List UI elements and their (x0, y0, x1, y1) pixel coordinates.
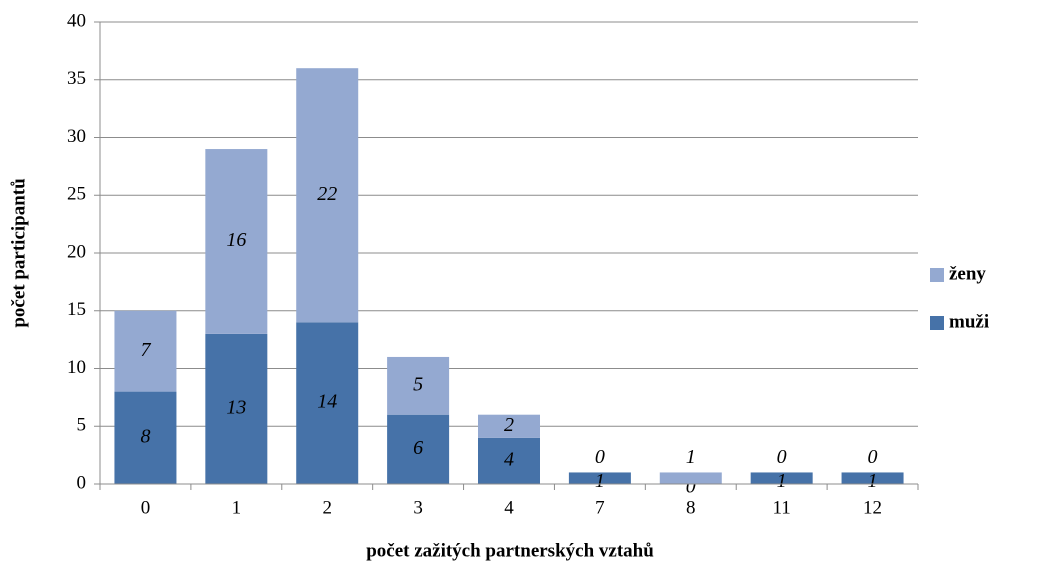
data-label: 0 (686, 476, 696, 498)
x-tick-label: 3 (413, 497, 423, 518)
x-tick-label: 11 (773, 497, 791, 518)
y-tick-label: 20 (67, 241, 86, 262)
data-label: 8 (140, 425, 150, 447)
y-axis-label: počet participantů (8, 178, 29, 328)
y-tick-label: 0 (77, 472, 87, 493)
data-label: 0 (595, 446, 605, 468)
bar-segment (478, 414, 540, 438)
data-label: 1 (777, 470, 787, 492)
data-label: 0 (868, 446, 878, 468)
y-tick-label: 15 (67, 299, 86, 320)
data-label: 5 (413, 373, 423, 395)
y-tick-label: 10 (67, 357, 86, 378)
x-tick-label: 4 (504, 497, 514, 518)
bar-segment (114, 391, 177, 484)
data-label: 0 (777, 446, 787, 468)
bar-segment (387, 356, 450, 415)
bar-segment (750, 472, 813, 484)
bar-segment (841, 472, 904, 484)
y-tick-label: 40 (67, 10, 86, 31)
data-label: 1 (868, 470, 878, 492)
data-label: 4 (504, 448, 514, 470)
x-tick-label: 2 (322, 497, 332, 518)
data-label: 1 (686, 446, 696, 468)
data-label: 7 (140, 339, 151, 361)
x-axis-label: počet zažitých partnerských vztahů (366, 540, 654, 561)
data-label: 1 (595, 470, 605, 492)
y-tick-label: 30 (67, 126, 86, 147)
legend-label: ženy (949, 263, 986, 284)
legend-swatch (930, 268, 944, 282)
bar-segment (387, 414, 450, 484)
bar-segment (205, 333, 268, 484)
x-tick-label: 1 (232, 497, 242, 518)
bar-segment (659, 472, 722, 484)
bar-segment (114, 310, 177, 392)
y-tick-label: 25 (67, 184, 86, 205)
data-label: 2 (504, 414, 514, 436)
legend-swatch (930, 316, 944, 330)
data-label: 14 (317, 391, 337, 413)
bar-segment (296, 68, 359, 323)
data-label: 6 (413, 437, 423, 459)
data-label: 13 (226, 397, 246, 419)
x-tick-label: 12 (863, 497, 882, 518)
bar-segment (296, 322, 359, 484)
bar-segment (568, 472, 631, 484)
x-tick-label: 0 (141, 497, 151, 518)
y-tick-label: 35 (67, 68, 86, 89)
bar-segment (205, 149, 268, 334)
x-tick-label: 7 (595, 497, 605, 518)
y-tick-label: 5 (77, 415, 87, 436)
data-label: 22 (317, 183, 337, 205)
x-tick-label: 8 (686, 497, 696, 518)
data-label: 16 (226, 229, 246, 251)
legend-label: muži (949, 311, 989, 332)
bar-segment (478, 437, 540, 484)
